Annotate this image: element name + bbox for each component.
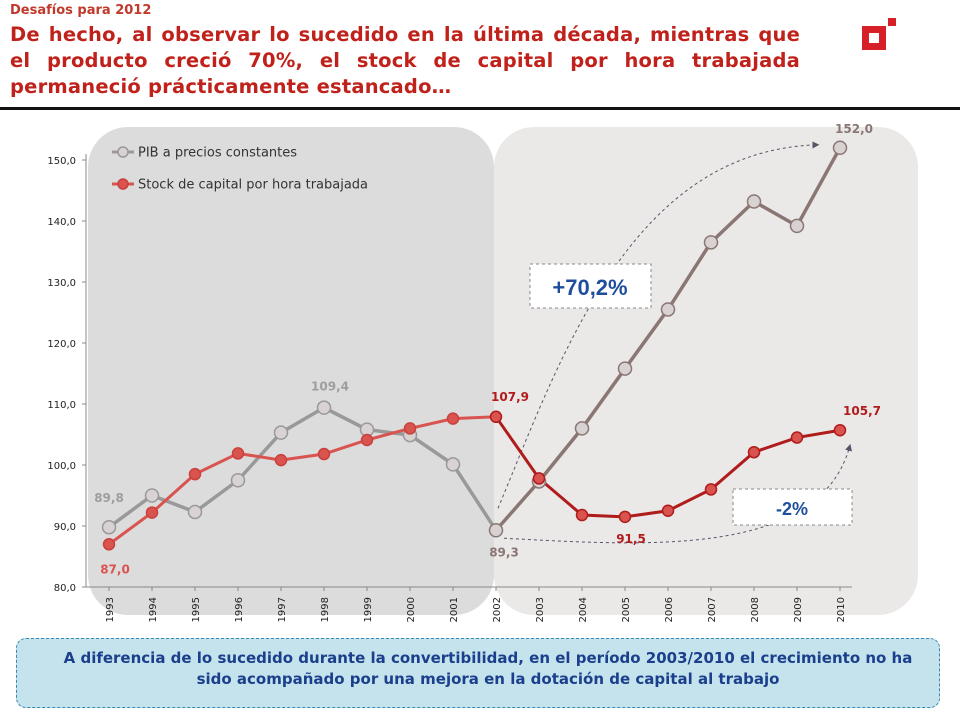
stock-data-point: [102, 538, 116, 551]
x-tick-label: 2002: [492, 597, 503, 622]
pib-data-point: [832, 140, 848, 156]
data-label: 89,3: [489, 545, 519, 559]
x-tick-label: 2009: [793, 597, 804, 622]
slide-supertitle: Desafíos para 2012: [10, 3, 152, 18]
pib-data-point: [660, 302, 676, 317]
stock-data-point: [231, 447, 245, 460]
pib-data-point: [144, 488, 160, 503]
title-divider: [0, 107, 960, 110]
pib-data-point: [617, 361, 633, 376]
stock-data-point: [833, 423, 847, 437]
chart: 80,0 90,0 100,0 110,0 120,0 130,0 140,0 150,0 19…: [47, 122, 918, 622]
pib-data-point: [703, 235, 719, 250]
stock-data-point: [532, 472, 546, 485]
pib-data-point: [574, 421, 590, 436]
y-tick-label: 100,0: [47, 461, 76, 472]
x-tick-label: 2006: [664, 597, 675, 622]
x-tick-label: 2004: [578, 597, 589, 622]
stock-data-point: [446, 412, 460, 425]
x-tick-label: 1993: [105, 597, 116, 622]
pib-data-point: [273, 425, 289, 440]
x-tick-label: 1999: [363, 597, 374, 622]
stock-data-point: [661, 504, 675, 517]
y-tick-label: 110,0: [47, 400, 76, 411]
pib-data-point: [445, 457, 461, 472]
x-tick-label: 1994: [148, 597, 159, 622]
y-tick-label: 150,0: [47, 156, 76, 167]
conclusion-text: A diferencia de lo sucedido durante la c…: [63, 649, 913, 688]
x-tick-label: 1998: [320, 597, 331, 622]
stock-data-point: [360, 433, 374, 447]
data-label: 152,0: [835, 122, 873, 136]
stock-change-box: [732, 488, 853, 526]
legend-pib-marker: [117, 146, 129, 158]
x-tick-label: 1997: [277, 597, 288, 622]
stock-data-point: [403, 422, 417, 435]
brand-logo-icon: [862, 18, 896, 50]
y-tick-label: 90,0: [54, 522, 76, 533]
stock-data-point: [188, 467, 202, 481]
x-tick-label: 1996: [234, 597, 245, 622]
data-label: 109,4: [311, 380, 349, 394]
pib-data-point: [789, 218, 805, 234]
pib-growth-label: +70,2%: [552, 275, 627, 300]
x-tick-label: 2007: [707, 597, 718, 622]
x-tick-label: 2001: [449, 597, 460, 622]
x-tick-label: 2010: [836, 597, 847, 622]
pib-data-point: [488, 523, 504, 538]
pib-data-point: [316, 400, 332, 415]
legend-stock-label: Stock de capital por hora trabajada: [138, 178, 368, 193]
pib-line-convertibility: [107, 405, 498, 532]
pib-data-point: [746, 194, 762, 209]
stock-data-point: [704, 483, 718, 496]
data-label: 105,7: [843, 404, 881, 418]
x-tick-label: 2000: [406, 597, 417, 622]
y-tick-label: 140,0: [47, 217, 76, 228]
stock-data-point: [618, 510, 632, 524]
y-tick-label: 120,0: [47, 339, 76, 350]
data-label: 87,0: [100, 562, 130, 576]
x-tick-label: 2008: [750, 597, 761, 622]
legend-pib-label: PIB a precios constantes: [138, 146, 297, 161]
legend-stock-marker: [117, 178, 129, 190]
data-label: 89,8: [94, 491, 124, 505]
data-label: 107,9: [491, 390, 529, 404]
stock-data-point: [145, 506, 159, 519]
post-2002-period-panel: [494, 127, 918, 615]
pib-data-point: [187, 504, 203, 520]
slide-title: De hecho, al observar lo sucedido en la …: [10, 23, 800, 98]
stock-data-point: [317, 447, 331, 461]
y-tick-label: 80,0: [54, 583, 76, 594]
x-tick-label: 2005: [621, 597, 632, 622]
x-tick-label: 2003: [535, 597, 546, 622]
pib-data-point: [230, 473, 246, 488]
stock-change-label: -2%: [776, 499, 808, 519]
y-tick-label: 130,0: [47, 278, 76, 289]
stock-line-convertibility: [108, 415, 497, 546]
pib-data-point: [101, 519, 117, 535]
conclusion-callout: A diferencia de lo sucedido durante la c…: [16, 638, 940, 708]
pib-growth-box: [529, 263, 652, 309]
stock-data-point: [489, 410, 503, 424]
data-label: 91,5: [616, 532, 646, 546]
x-tick-label: 1995: [191, 597, 202, 622]
stock-data-point: [747, 445, 761, 459]
stock-data-point: [790, 431, 804, 444]
stock-data-point: [274, 453, 288, 467]
convertibility-period-panel: [88, 127, 494, 615]
stock-data-point: [575, 508, 589, 522]
